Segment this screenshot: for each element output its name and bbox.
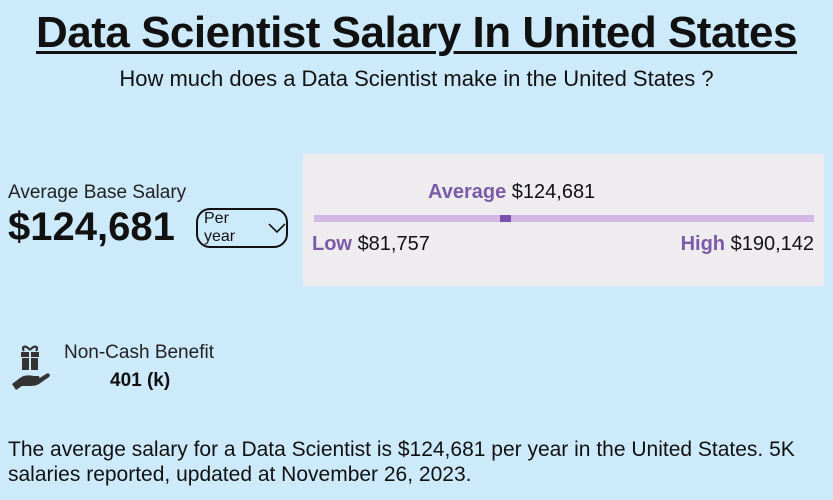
page-subtitle: How much does a Data Scientist make in t… xyxy=(119,66,714,91)
non-cash-benefit-label: Non-Cash Benefit xyxy=(64,342,214,363)
salary-summary-text: The average salary for a Data Scientist … xyxy=(8,438,795,486)
range-low-label: Low xyxy=(312,233,352,255)
range-high: High $190,142 xyxy=(681,233,814,256)
page-title-text: Data Scientist Salary In United States xyxy=(35,8,798,57)
range-high-value: $190,142 xyxy=(730,233,814,255)
range-high-label: High xyxy=(680,233,726,255)
period-selected-value: Per year xyxy=(204,210,236,245)
chevron-down-icon xyxy=(268,223,286,234)
gift-in-hand-icon xyxy=(12,345,50,390)
average-base-salary-value: $124,681 xyxy=(8,205,175,249)
average-base-salary-label: Average Base Salary xyxy=(8,182,187,203)
salary-range-card: Average $124,681 Low $81,757 High $190,1… xyxy=(303,154,824,286)
average-marker xyxy=(500,215,511,222)
range-average-value: $124,681 xyxy=(511,181,596,203)
range-low: Low $81,757 xyxy=(312,233,430,256)
page-title: Data Scientist Salary In United States xyxy=(0,8,833,58)
range-average: Average $124,681 xyxy=(428,181,595,204)
range-low-value: $81,757 xyxy=(357,233,430,255)
non-cash-benefit-value: 401 (k) xyxy=(110,370,171,391)
range-average-label: Average xyxy=(428,181,507,203)
period-dropdown[interactable]: Per year xyxy=(196,208,288,248)
salary-range-track xyxy=(314,215,814,222)
